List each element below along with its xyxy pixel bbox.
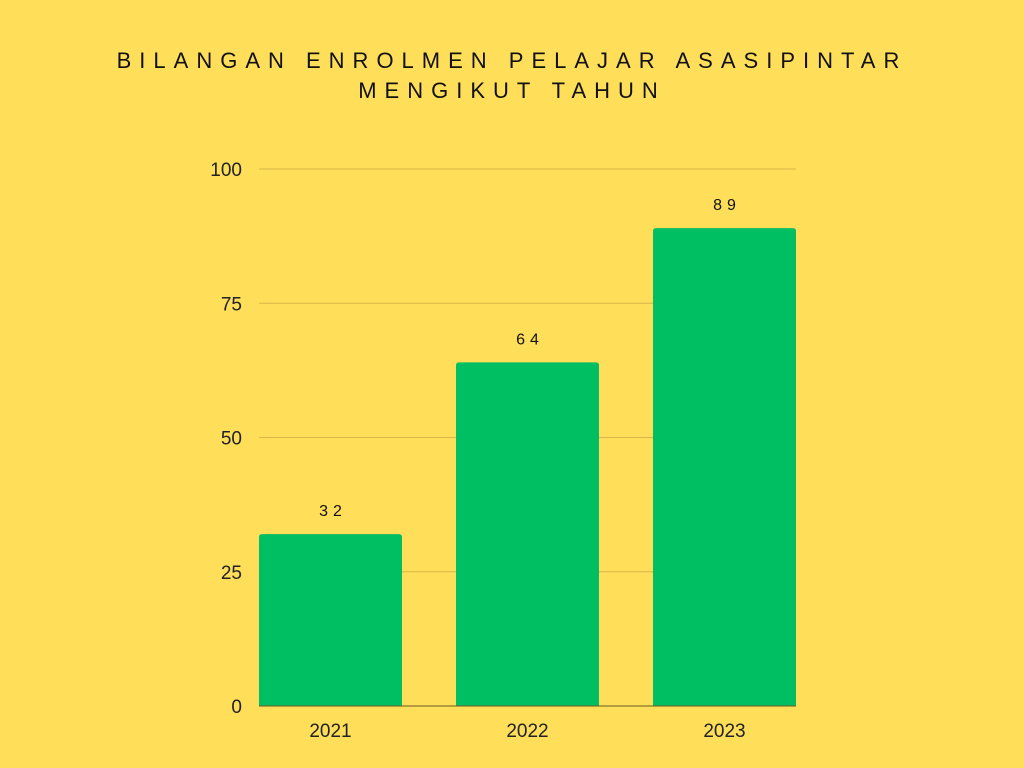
chart-title-line-1: BILANGAN ENROLMEN PELAJAR ASASIPINTAR	[116, 48, 908, 73]
x-axis-ticks: 2021 2022 2023	[309, 721, 745, 742]
chart-title: BILANGAN ENROLMEN PELAJAR ASASIPINTAR ME…	[0, 46, 1024, 106]
data-label-2021: 32	[319, 503, 347, 520]
y-axis-ticks: 0 25 50 75 100	[210, 160, 242, 718]
x-tick-label-2022: 2022	[506, 721, 548, 742]
data-label-2023: 89	[713, 197, 741, 214]
chart-title-line-2: MENGIKUT TAHUN	[358, 78, 666, 103]
y-tick-label: 50	[221, 429, 242, 450]
bar-2021	[259, 534, 402, 706]
y-tick-label: 75	[221, 294, 242, 315]
y-tick-label: 0	[231, 697, 242, 718]
bar-2022	[456, 362, 599, 706]
y-tick-label: 25	[221, 563, 242, 584]
x-tick-label-2023: 2023	[703, 721, 745, 742]
bars	[259, 228, 796, 706]
data-labels: 32 64 89	[319, 197, 741, 520]
bar-2023	[653, 228, 796, 706]
x-tick-label-2021: 2021	[309, 721, 351, 742]
y-tick-label: 100	[210, 160, 242, 181]
data-label-2022: 64	[516, 331, 544, 348]
